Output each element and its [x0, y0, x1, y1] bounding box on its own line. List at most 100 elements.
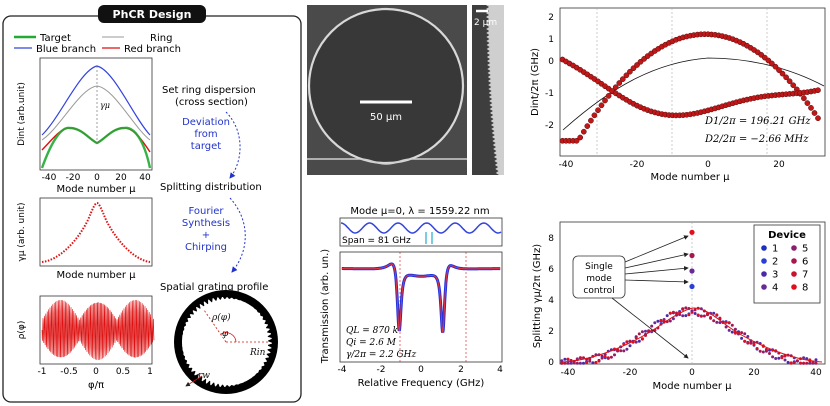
plot1-axes [39, 57, 153, 171]
legend-ring: Ring [150, 33, 172, 44]
panel-e-point [647, 329, 651, 333]
panel-e-point [814, 361, 818, 365]
callout-arrow [624, 252, 689, 269]
panel-e-point [814, 358, 818, 362]
panel-e-point [569, 361, 573, 365]
plot3-xtick: -0.5 [60, 367, 78, 377]
panel-e-point [659, 318, 663, 322]
panel-e-point [696, 313, 700, 317]
callout-box [572, 255, 626, 299]
panel-e-point [675, 311, 678, 315]
fourier-text-2: Synthesis [182, 218, 230, 229]
panel-c-xlabel: Mode number μ [651, 172, 731, 183]
panel-e-point [746, 335, 750, 338]
panel-e-point [665, 314, 669, 318]
panel-e-point [771, 355, 775, 359]
panel-e-point [560, 359, 564, 363]
step-splitting: Splitting distribution [160, 182, 262, 193]
panel-c-d1: D1/2π = 196.21 GHz [704, 116, 811, 127]
panel-e-point [712, 311, 716, 315]
panel-e-point [718, 321, 722, 325]
plot1-xtick: -20 [66, 173, 81, 183]
panel-d-xtick: 2 [458, 365, 464, 375]
deviation-text-2: from [194, 129, 217, 140]
legend-red: Red branch [124, 44, 181, 55]
panel-d: Mode μ=0, λ = 1559.22 nm Span = 81 GHz Q… [320, 206, 503, 389]
panel-e-point [774, 357, 778, 360]
panel-e-point [752, 342, 756, 346]
deviation-arrow [225, 111, 241, 179]
panel-e-point [724, 320, 728, 324]
panel-e-point [690, 310, 694, 314]
sem-waveguide [307, 158, 467, 165]
panel-c-d2: D2/2π = −2.66 MHz [704, 134, 809, 145]
panel-c-upper-point [595, 107, 601, 114]
panel-e-point [606, 356, 610, 360]
sem-zoom-scale-label: 2 μm [474, 18, 497, 28]
panel-a-legend: Target Ring Blue branch Red branch [14, 33, 181, 55]
callout-arrow [624, 265, 689, 275]
panel-c-upper-point [801, 95, 807, 102]
panel-e-point [693, 308, 697, 312]
panel-d-xtick: 0 [418, 365, 424, 375]
panel-e-point [597, 359, 601, 363]
ring-rin-label: Rin [249, 348, 266, 358]
panel-e-point [575, 361, 579, 365]
device-legend [753, 224, 821, 304]
device-legend-marker [791, 271, 797, 277]
panel-a-plot3: ρ(φ) -1 -0.5 0 0.5 1 φ/π [17, 295, 155, 391]
panel-e-target-curve [561, 307, 823, 363]
panel-e-point [572, 361, 576, 365]
panel-e-single-mode-point [689, 268, 695, 274]
panel-c-upper-point [769, 60, 775, 67]
panel-e-point [733, 327, 737, 331]
panel-e-point [802, 356, 806, 360]
panel-e-point [603, 355, 607, 359]
panel-e-point [637, 339, 641, 343]
panel-c-xtick: -20 [630, 160, 645, 170]
panel-c-ytick: -2 [545, 121, 554, 131]
panel-a-plot1: γμ Dint (arb.unit) -40 -20 0 20 40 Mode … [17, 57, 153, 195]
panel-e-point [578, 361, 582, 365]
panel-e-point [789, 361, 793, 365]
panel-d-xlabel: Relative Frequency (GHz) [358, 378, 485, 389]
panel-e-point [805, 357, 809, 361]
panel-c-upper-point [786, 78, 793, 85]
panel-d-ql: QL = 870 k [346, 326, 398, 336]
device-legend-marker [761, 258, 767, 264]
panel-c-ylabel: Dint/2π (GHz) [530, 48, 541, 116]
panel-e-point [566, 357, 570, 361]
panel-e-point [795, 359, 799, 363]
plot2-xlabel: Mode number μ [57, 270, 137, 281]
ring-rho-line [203, 309, 227, 343]
device-legend-marker [761, 245, 767, 251]
deviation-text-3: target [191, 141, 221, 152]
ring-phi-label: φ [222, 329, 229, 339]
panel-e-ylabel: Splitting γμ/2π (GHz) [532, 244, 543, 348]
panel-e-point [634, 340, 638, 344]
panel-e-point [634, 336, 638, 340]
legend-blue: Blue branch [36, 44, 96, 55]
device-legend-marker [791, 258, 797, 264]
callout-arrow [611, 297, 689, 359]
panel-c-upper-point [815, 115, 821, 122]
device-legend-label: 8 [802, 283, 808, 294]
fourier-arrow [229, 197, 246, 273]
panel-a-title: PhCR Design [113, 8, 192, 21]
panel-e-point [625, 347, 629, 351]
panel-d-qi: Qi = 2.6 M [346, 338, 397, 348]
panel-b: 50 μm 2 μm [307, 5, 504, 175]
panel-d-xtick: -4 [338, 365, 347, 375]
panel-e-point [585, 361, 589, 365]
panel-e-xtick: 40 [810, 368, 822, 378]
panel-e-point [609, 355, 613, 359]
panel-e-point [764, 347, 768, 351]
plot1-xtick: 20 [115, 173, 127, 183]
ring-rho-label: ρ(φ) [211, 312, 231, 323]
deviation-text-1: Deviation [182, 117, 230, 128]
plot3-xtick: 0 [93, 367, 99, 377]
panel-e-point [805, 361, 809, 365]
panel-c-upper-point [779, 70, 786, 77]
panel-e-point [668, 311, 672, 315]
